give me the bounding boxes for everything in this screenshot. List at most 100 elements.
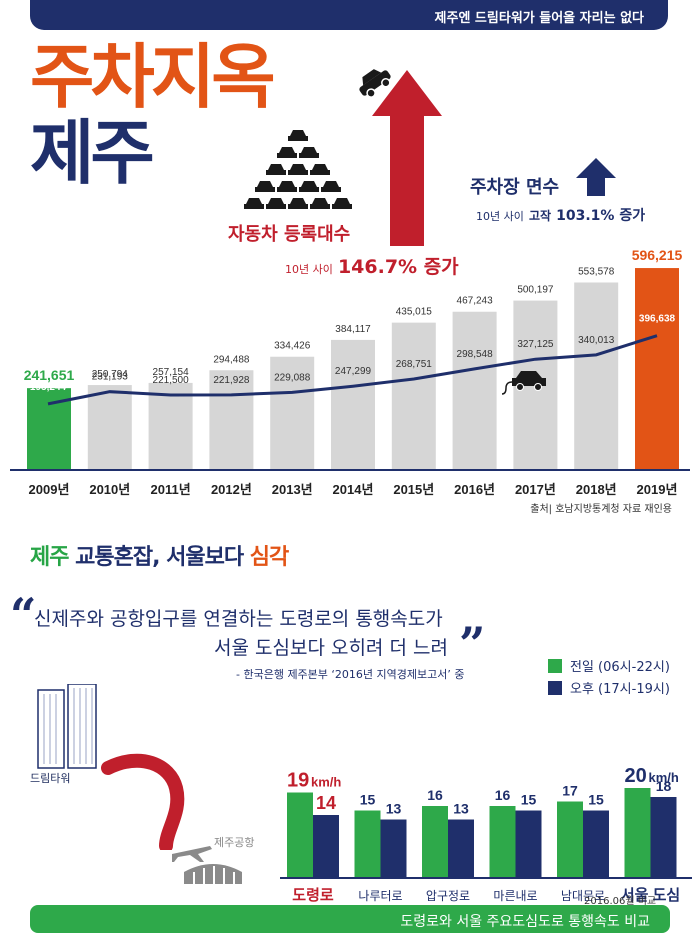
section2-title-c: 심각 — [249, 545, 289, 570]
open-quote-icon: “ — [10, 588, 37, 642]
car-icon — [359, 69, 391, 98]
parking-increase-mid: 고작 — [528, 209, 552, 223]
bar-2016년 — [452, 311, 497, 470]
registration-chart: 241,651 2009년 250,794 2010년 257,154 2011년 294,… — [10, 247, 690, 497]
road-map — [101, 753, 185, 850]
electric-car-icon — [501, 371, 546, 395]
arrow-up-icon — [372, 70, 442, 246]
bar-label: 334,426 — [274, 341, 311, 352]
line-label: 396,638 — [639, 314, 676, 325]
x-tick-label: 2017년 — [515, 482, 556, 497]
parking-increase-prefix: 10년 사이 — [476, 210, 524, 223]
line-label: 247,299 — [335, 366, 372, 377]
speed-bar — [448, 819, 474, 878]
speed-bar — [287, 792, 313, 878]
speed-label: 17 — [562, 783, 578, 799]
speed-label: 13 — [386, 801, 402, 817]
close-quote-icon: ” — [459, 617, 486, 671]
car-pyramid-icon — [244, 130, 352, 209]
legend-item-afternoon: 오후 (17시-19시) — [548, 678, 670, 697]
bar-label: 467,243 — [457, 296, 494, 307]
speed-bar — [313, 815, 339, 878]
legend-item-allday: 전일 (06시-22시) — [548, 656, 670, 675]
speed-label: 14 — [316, 793, 336, 813]
bar-label: 294,488 — [213, 354, 250, 365]
speed-label: 16 — [427, 787, 443, 803]
line-label: 231,193 — [92, 372, 129, 383]
speed-label: 19 — [287, 770, 309, 792]
bar-2018년 — [574, 282, 619, 470]
speed-label: 20 — [625, 765, 647, 787]
x-tick-label: 2018년 — [576, 482, 617, 497]
x-tick-label: 2014년 — [333, 482, 374, 497]
cars-increase: 10년 사이 146.7% 증가 — [285, 252, 459, 279]
line-label: 298,548 — [457, 349, 494, 360]
bar-2011년 — [148, 382, 193, 470]
parking-line — [47, 334, 658, 406]
bar-2019년 — [635, 268, 679, 470]
speed-bar — [380, 819, 407, 878]
bar-label: 241,651 — [24, 367, 75, 383]
main-title-line2: 제주 — [30, 112, 155, 194]
speed-bar — [422, 806, 448, 878]
legend-label-allday: 전일 (06시-22시) — [570, 660, 670, 675]
x-tick-label: 2013년 — [272, 482, 313, 497]
speed-bar — [354, 810, 381, 878]
speed-label: 16 — [495, 787, 511, 803]
bar-label: 435,015 — [396, 307, 433, 318]
speed-label: 15 — [521, 792, 537, 808]
bottom-banner: 도령로와 서울 주요도심도로 통행속도 비교 — [30, 905, 670, 933]
legend-swatch-green — [548, 658, 562, 673]
cars-increase-value: 146.7% 증가 — [337, 256, 459, 278]
section2-title: 제주 교통혼잡, 서울보다 심각 — [30, 539, 289, 571]
line-label: 221,500 — [153, 375, 190, 386]
parking-increase: 10년 사이 고작 103.1% 증가 — [476, 205, 645, 225]
cars-increase-prefix: 10년 사이 — [285, 263, 333, 276]
speed-x-label: 도령로 — [292, 886, 334, 904]
speed-bar — [489, 806, 516, 878]
x-tick-label: 2011년 — [151, 482, 191, 497]
speed-x-label: 마른내로 — [493, 889, 537, 903]
x-tick-label: 2016년 — [454, 482, 495, 497]
building-icon — [37, 684, 97, 769]
source-note: 출처| 호남지방통계청 자료 재인용 — [530, 504, 672, 515]
speed-bar — [624, 788, 651, 878]
line-label: 229,088 — [274, 372, 311, 383]
bar-label: 596,215 — [632, 247, 683, 263]
speed-label: 15 — [588, 792, 604, 808]
speed-x-label: 나루터로 — [358, 889, 402, 903]
speed-label: 18 — [656, 778, 672, 794]
line-label: 221,928 — [213, 375, 250, 386]
speed-x-label: 남대문로 — [561, 889, 605, 903]
section2-title-a: 제주 — [30, 545, 69, 570]
quote-line1: 신제주와 공항입구를 연결하는 도령로의 통행속도가 — [34, 608, 443, 630]
bar-label: 250,794 — [92, 369, 129, 380]
speed-label: 15 — [360, 792, 376, 808]
x-tick-label: 2010년 — [89, 482, 130, 497]
bar-label: 384,117 — [335, 324, 371, 335]
speed-bar — [515, 810, 542, 878]
line-label: 195,244 — [30, 382, 67, 393]
speed-bar — [650, 797, 677, 878]
bar-label: 553,578 — [578, 266, 615, 277]
top-banner-text: 제주엔 드림타워가 들어올 자리는 없다 — [434, 11, 644, 26]
bottom-banner-text: 도령로와 서울 주요도심도로 통행속도 비교 — [400, 914, 650, 930]
quote-source: - 한국은행 제주본부 ‘2016년 지역경제보고서’ 중 — [236, 668, 465, 681]
line-label: 340,013 — [578, 335, 615, 346]
map-building-label: 드림타워 — [30, 772, 71, 785]
arrow-up-icon — [576, 158, 616, 196]
line-label: 327,125 — [517, 339, 554, 350]
speed-chart: 19km/h14도령로(제주시)1513나루터로(서울시)1613압구정로161… — [280, 765, 692, 904]
bar-label: 500,197 — [517, 285, 554, 296]
x-tick-label: 2009년 — [29, 482, 70, 497]
speed-unit: km/h — [649, 770, 679, 785]
speed-unit: km/h — [311, 775, 341, 790]
airport-icon — [184, 864, 242, 884]
top-banner: 제주엔 드림타워가 들어올 자리는 없다 — [30, 0, 668, 30]
legend-label-afternoon: 오후 (17시-19시) — [570, 682, 670, 697]
parking-label: 주차장 면수 — [470, 177, 560, 198]
bar-2013년 — [270, 356, 315, 470]
speed-x-label: 서울 도심 — [621, 887, 680, 904]
bar-2010년 — [87, 385, 132, 470]
speed-bar — [557, 801, 583, 878]
